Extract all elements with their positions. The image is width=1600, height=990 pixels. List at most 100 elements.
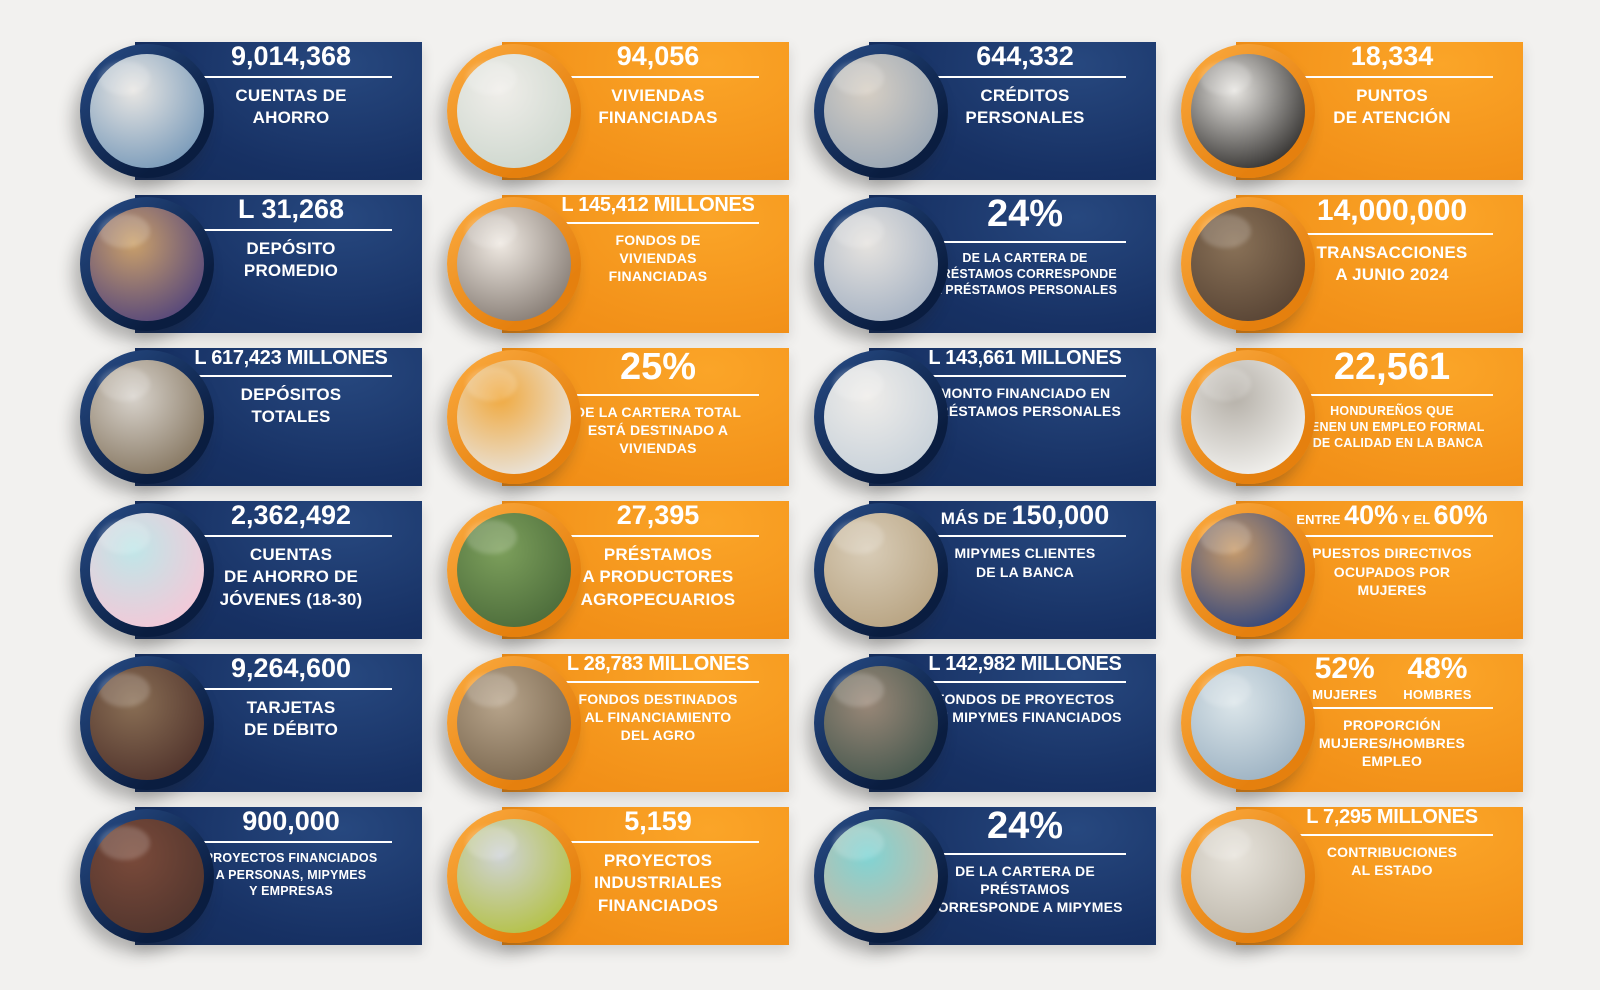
photo [824, 819, 938, 933]
photo-entrepreneur-apron [814, 809, 948, 943]
stat-value: 2,362,492 [230, 500, 352, 530]
photo-woman-card-phone [1181, 197, 1315, 331]
photo-bank-employee-desk [1181, 350, 1315, 484]
stat-label: TARJETAS DE DÉBITO [243, 698, 339, 740]
stat-text-block: 5,159 PROYECTOS INDUSTRIALES FINANCIADOS [535, 807, 789, 917]
stat-label: PUESTOS DIRECTIVOS OCUPADOS POR MUJERES [1312, 545, 1472, 598]
stat-card: 22,561 HONDUREÑOS QUE TIENEN UN EMPLEO F… [1181, 346, 1523, 486]
divider-line [1291, 232, 1493, 235]
photo [457, 207, 571, 321]
divider-line [557, 535, 759, 538]
stat-text-block: 9,264,600 TARJETAS DE DÉBITO [168, 654, 422, 742]
photo [457, 666, 571, 780]
stat-value: 644,332 [976, 41, 1074, 71]
stat-text-block: 900,000 PROYECTOS FINANCIADOS A PERSONAS… [168, 807, 422, 899]
photo [90, 666, 204, 780]
photo [90, 819, 204, 933]
stat-card: L 31,268 DEPÓSITO PROMEDIO [80, 195, 422, 333]
photo [824, 207, 938, 321]
stat-label: VIVIENDAS FINANCIADAS [598, 86, 718, 128]
divider-line [924, 76, 1126, 79]
stat-card: 14,000,000 TRANSACCIONES A JUNIO 2024 [1181, 195, 1523, 333]
photo-hand-model-house [447, 197, 581, 331]
stat-split: 52% MUJERES [1312, 652, 1378, 702]
stat-card: 9,014,368 CUENTAS DE AHORRO [80, 42, 422, 180]
photo-couple-advisor-meeting [814, 197, 948, 331]
photo [1191, 513, 1305, 627]
stat-label: DE LA CARTERA TOTAL ESTÁ DESTINADO A VIV… [574, 403, 742, 457]
divider-line [557, 841, 759, 844]
photo [1191, 54, 1305, 168]
photo-couple-back-to-back [80, 44, 214, 178]
stat-label: PRÉSTAMOS A PRODUCTORES AGROPECUARIOS [580, 545, 736, 609]
stat-value: 27,395 [616, 500, 700, 530]
photo-couple-new-home [447, 44, 581, 178]
photo [90, 360, 204, 474]
stat-value: 52% MUJERES 48% HOMBRES [1269, 652, 1515, 702]
photo [457, 819, 571, 933]
stat-card: 94,056 VIVIENDAS FINANCIADAS [447, 42, 789, 180]
divider-line [924, 535, 1126, 538]
divider-line [190, 375, 392, 377]
photo [1191, 207, 1305, 321]
stat-card: L 145,412 MILLONES FONDOS DE VIVIENDAS F… [447, 195, 789, 333]
photo-wallet-bank-teller [80, 197, 214, 331]
photo [1191, 819, 1305, 933]
stat-label: TRANSACCIONES A JUNIO 2024 [1316, 242, 1468, 284]
divider-line [557, 393, 759, 396]
divider-line [1291, 76, 1493, 79]
stat-text-block: ENTRE 40% Y EL 60% PUESTOS DIRECTIVOS OC… [1269, 501, 1523, 599]
stat-text-block: 18,334 PUNTOS DE ATENCIÓN [1269, 42, 1523, 130]
divider-line [190, 229, 392, 232]
stat-text-block: L 28,783 MILLONES FONDOS DESTINADOS AL F… [535, 654, 789, 745]
stat-card: L 617,423 MILLONES DEPÓSITOS TOTALES [80, 348, 422, 486]
photo [90, 207, 204, 321]
photo [1191, 360, 1305, 474]
stat-card: 2,362,492 CUENTAS DE AHORRO DE JÓVENES (… [80, 501, 422, 639]
stat-value: L 28,783 MILLONES [566, 653, 750, 675]
stat-text-block: 14,000,000 TRANSACCIONES A JUNIO 2024 [1269, 195, 1523, 286]
stat-value: 14,000,000 [1316, 194, 1468, 227]
stat-card: L 28,783 MILLONES FONDOS DESTINADOS AL F… [447, 654, 789, 792]
divider-line [1291, 834, 1493, 836]
stat-text-block: 2,362,492 CUENTAS DE AHORRO DE JÓVENES (… [168, 501, 422, 611]
stat-value: 9,014,368 [230, 41, 352, 71]
stat-label: DE LA CARTERA DE PRÉSTAMOS CORRESPONDE A… [933, 250, 1118, 298]
divider-line [924, 681, 1126, 683]
stat-label: PROYECTOS INDUSTRIALES FINANCIADOS [593, 851, 723, 915]
stat-value: 22,561 [1333, 346, 1451, 388]
photo [457, 360, 571, 474]
stat-value: L 31,268 [237, 194, 345, 224]
photo [90, 513, 204, 627]
divider-line [190, 688, 392, 691]
stat-label: FONDOS DESTINADOS AL FINANCIAMIENTO DEL … [578, 691, 738, 744]
photo-couple-celebrating-moving [447, 350, 581, 484]
photo-calculator-receipts [1181, 809, 1315, 943]
photo [824, 513, 938, 627]
stat-card: 24% DE LA CARTERA DE PRÉSTAMOS CORRESPON… [814, 193, 1156, 333]
stat-split: 48% HOMBRES [1403, 652, 1472, 702]
stat-card: L 7,295 MILLONES CONTRIBUCIONES AL ESTAD… [1181, 807, 1523, 945]
divider-line [557, 681, 759, 683]
photo-coin-jar [80, 350, 214, 484]
photo [90, 54, 204, 168]
stat-value: L 7,295 MILLONES [1306, 806, 1478, 828]
stat-value: L 143,661 MILLONES [928, 347, 1122, 369]
stat-value: ENTRE 40% Y EL 60% [1296, 500, 1488, 530]
divider-line [1291, 535, 1493, 538]
divider-line [1291, 707, 1493, 709]
stat-label: DE LA CARTERA DE PRÉSTAMOS CORRESPONDE A… [927, 862, 1123, 916]
stat-value: 18,334 [1350, 41, 1434, 71]
stat-card: 52% MUJERES 48% HOMBRES PROPORCIÓN MUJERES/… [1181, 654, 1523, 792]
divider-line [190, 841, 392, 844]
stat-card: ENTRE 40% Y EL 60% PUESTOS DIRECTIVOS OC… [1181, 501, 1523, 639]
stat-card: 5,159 PROYECTOS INDUSTRIALES FINANCIADOS [447, 807, 789, 945]
stat-value: 24% [986, 193, 1064, 235]
stat-label: CUENTAS DE AHORRO DE JÓVENES (18-30) [219, 545, 363, 609]
photo-dairy-farmer-cows [447, 656, 581, 790]
stat-text-block: 27,395 PRÉSTAMOS A PRODUCTORES AGROPECUA… [535, 501, 789, 611]
divider-line [1291, 393, 1493, 396]
photo [824, 360, 938, 474]
divider-line [557, 222, 759, 224]
stat-value: 5,159 [624, 806, 692, 836]
